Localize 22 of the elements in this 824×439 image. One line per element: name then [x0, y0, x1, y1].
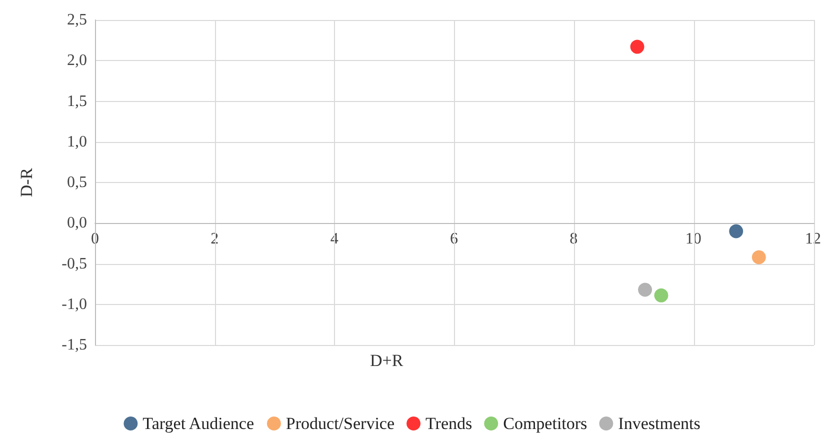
y-tick-label: 1,5	[67, 92, 87, 110]
legend-label: Product/Service	[286, 414, 395, 433]
y-tick-label: -0,5	[62, 255, 87, 272]
x-tick-label: 0	[91, 230, 99, 248]
y-tick-label: 1,0	[67, 133, 87, 150]
x-axis-title: D+R	[370, 351, 404, 370]
y-tick-label: -1,5	[62, 336, 87, 354]
point	[752, 250, 766, 264]
point	[654, 288, 668, 302]
y-axis-title: D-R	[17, 167, 36, 198]
y-tick-label: 2,0	[67, 52, 87, 70]
legend-label: Competitors	[503, 414, 588, 433]
point	[630, 40, 644, 54]
y-tick-label: 0,0	[67, 214, 87, 232]
y-tick-label: 0,5	[67, 174, 87, 191]
y-tick-label: -1,0	[62, 296, 87, 313]
point	[729, 224, 744, 238]
legend-label: Investments	[618, 414, 700, 433]
legend-label: Trends	[426, 414, 472, 433]
y-tick-label: 2,5	[67, 12, 87, 28]
point	[638, 282, 652, 297]
legend-label: Target Audience	[142, 414, 254, 433]
